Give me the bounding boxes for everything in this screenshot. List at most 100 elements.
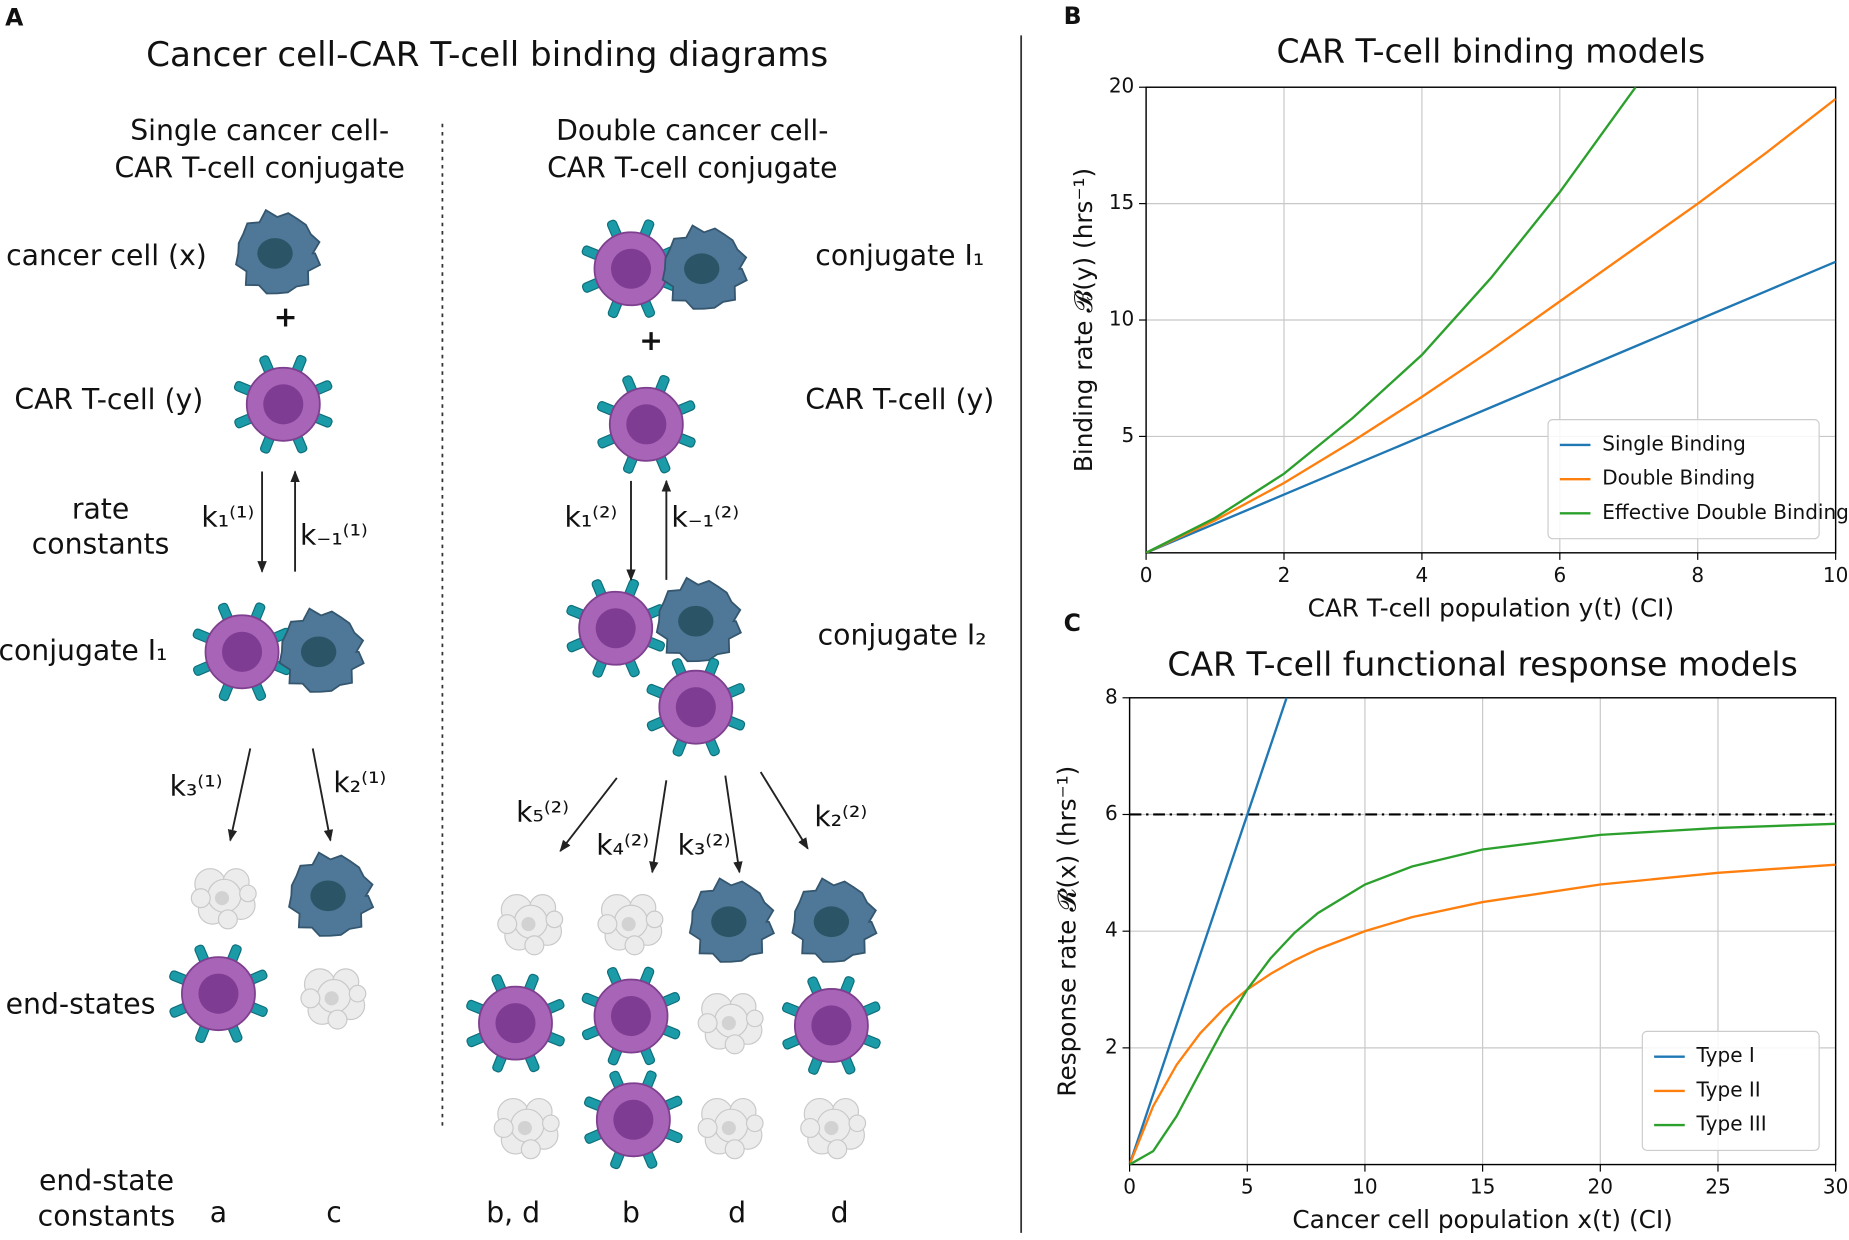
cancer-cell: [288, 851, 375, 937]
car-t-cell: [596, 374, 696, 474]
x-tick-label: 25: [1705, 1175, 1730, 1199]
nucleus: [626, 404, 667, 445]
debris: [597, 914, 618, 935]
dead-cell: [800, 1097, 867, 1160]
diagram-label: k₁⁽²⁾: [564, 501, 617, 534]
debris: [724, 1139, 745, 1160]
debris: [697, 1118, 718, 1139]
x-tick-label: 0: [1140, 563, 1153, 587]
dead-cell: [497, 894, 564, 956]
x-tick-label: 2: [1278, 563, 1291, 587]
diagram-label: k₅⁽²⁾: [516, 795, 569, 828]
x-tick-label: 6: [1553, 563, 1566, 587]
x-tick-label: 20: [1588, 1175, 1613, 1199]
cancer-cell: [278, 607, 365, 693]
debris: [645, 910, 664, 929]
car-t-cell: [782, 976, 881, 1075]
dead-cell: [300, 968, 367, 1030]
x-axis-label: Cancer cell population x(t) (CI): [1292, 1205, 1672, 1234]
dead-cell: [697, 1097, 764, 1160]
chart-title: CAR T-cell binding models: [1276, 32, 1705, 71]
legend-label: Single Binding: [1602, 431, 1746, 455]
car-t-cell: [646, 657, 746, 757]
diagram-label: CAR T-cell (y): [805, 383, 994, 416]
diagram-label: constants: [32, 528, 170, 561]
diagram-label: k₁⁽¹⁾: [201, 501, 254, 534]
nucleus: [300, 636, 337, 668]
debris-core: [517, 1120, 532, 1136]
debris: [542, 1114, 560, 1133]
debris: [524, 935, 545, 956]
x-tick-label: 4: [1416, 563, 1429, 587]
debris: [827, 1139, 848, 1160]
nucleus: [221, 631, 263, 672]
debris: [520, 1139, 541, 1160]
debris: [300, 988, 321, 1009]
car-t-cell: [583, 1070, 683, 1170]
diagram-label: d: [831, 1196, 849, 1229]
nucleus: [198, 973, 239, 1014]
panel-label: B: [1064, 2, 1082, 30]
car-t-cell: [466, 973, 565, 1073]
cancer-cell: [655, 576, 742, 663]
nucleus: [257, 238, 293, 269]
debris-core: [324, 991, 339, 1006]
legend-label: Effective Double Binding: [1602, 500, 1849, 524]
debris: [497, 914, 518, 935]
y-axis-label: Binding rate 𝓑(y) (hrs⁻¹): [1069, 168, 1098, 472]
cancer-cell: [791, 877, 878, 963]
nucleus: [610, 996, 652, 1037]
debris-core: [521, 917, 536, 932]
plot-frame: [1145, 86, 1837, 554]
x-tick-label: 0: [1123, 1175, 1136, 1199]
legend-label: Double Binding: [1602, 466, 1755, 490]
panel-label: C: [1064, 609, 1081, 637]
diagram-label: constants: [38, 1200, 176, 1233]
heading: Double cancer cell-: [556, 114, 828, 147]
series-line: [1129, 822, 1836, 1165]
diagram-label: k₂⁽¹⁾: [333, 766, 386, 799]
car-t-cell: [169, 944, 268, 1044]
x-tick-label: 8: [1691, 563, 1704, 587]
debris: [327, 1009, 348, 1030]
y-tick-label: 20: [1109, 74, 1134, 98]
debris-core: [621, 917, 636, 932]
nucleus: [595, 608, 636, 649]
diagram-label: a: [210, 1196, 227, 1229]
arrow: [311, 748, 334, 842]
diagram-label: d: [728, 1196, 746, 1229]
diagram-label: k₃⁽²⁾: [678, 828, 731, 861]
debris: [697, 1013, 718, 1034]
heading: CAR T-cell conjugate: [547, 152, 837, 185]
nucleus: [675, 687, 716, 728]
dead-cell: [697, 993, 764, 1055]
diagram-label: rate: [72, 492, 129, 525]
debris: [239, 884, 257, 903]
diagram-label: cancer cell (x): [6, 239, 207, 272]
series-line: [1146, 97, 1836, 553]
cancer-cell: [688, 877, 775, 963]
arrow: [649, 780, 668, 874]
diagram-label: conjugate I₂: [818, 619, 987, 652]
nucleus: [613, 1099, 654, 1140]
panel-title: Cancer cell-CAR T-cell binding diagrams: [146, 35, 828, 75]
cancer-cell: [235, 208, 322, 295]
debris: [745, 1009, 764, 1028]
x-tick-label: 5: [1241, 1175, 1254, 1199]
heading: CAR T-cell conjugate: [114, 152, 404, 185]
y-tick-label: 8: [1105, 684, 1118, 708]
diagram-label: +: [274, 300, 298, 333]
diagram-label: conjugate I₁: [0, 634, 167, 667]
series-line: [1129, 863, 1836, 1165]
debris: [493, 1118, 514, 1139]
nucleus: [811, 1005, 852, 1046]
diagram-label: end-states: [6, 987, 156, 1020]
diagram-label: +: [639, 324, 663, 357]
y-tick-label: 6: [1105, 801, 1118, 825]
dead-cell: [190, 868, 257, 930]
diagram-label: k₋₁⁽¹⁾: [300, 518, 368, 551]
dead-cell: [493, 1097, 560, 1160]
debris: [624, 935, 645, 956]
heading: Single cancer cell-: [130, 114, 389, 147]
